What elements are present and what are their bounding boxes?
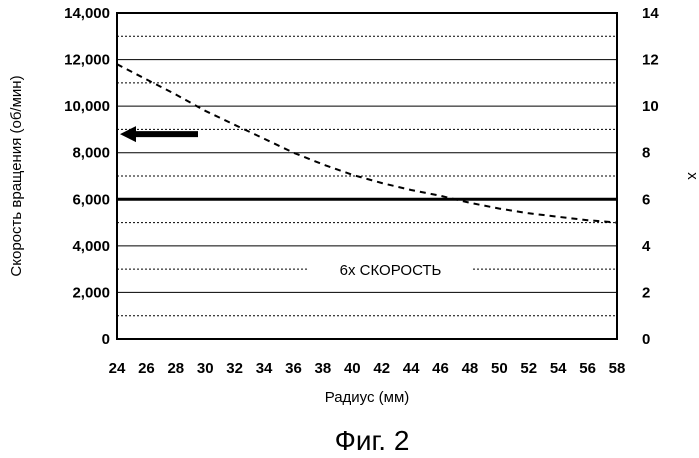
y2-tick-label: 2 xyxy=(642,284,650,301)
y2-tick-label: 12 xyxy=(642,52,659,69)
x-tick-label: 40 xyxy=(344,360,361,377)
y2-tick-label: 6 xyxy=(642,191,650,208)
x-tick-label: 42 xyxy=(373,360,390,377)
y-tick-label: 0 xyxy=(102,331,110,348)
solid-line-label: 6x СКОРОСТЬ xyxy=(340,262,442,279)
x-tick-label: 38 xyxy=(315,360,332,377)
y-tick-label: 12,000 xyxy=(64,52,110,69)
y-tick-label: 4,000 xyxy=(72,238,110,255)
x-tick-label: 58 xyxy=(609,360,626,377)
figure-caption: Фиг. 2 xyxy=(335,425,410,456)
y2-tick-label: 14 xyxy=(642,5,659,22)
x-tick-label: 26 xyxy=(138,360,155,377)
x-tick-label: 44 xyxy=(403,360,420,377)
x-tick-label: 46 xyxy=(432,360,449,377)
y-axis-label: Скорость вращения (об/мин) xyxy=(8,75,25,276)
y2-axis-label: x xyxy=(684,172,699,180)
y-tick-label: 2,000 xyxy=(72,284,110,301)
x-tick-label: 30 xyxy=(197,360,214,377)
left-axis-arrow xyxy=(120,126,198,142)
x-tick-label: 48 xyxy=(462,360,479,377)
y2-tick-label: 0 xyxy=(642,331,650,348)
y2-tick-label: 10 xyxy=(642,98,659,115)
x-tick-label: 56 xyxy=(579,360,596,377)
x-tick-label: 28 xyxy=(167,360,184,377)
y2-tick-label: 8 xyxy=(642,145,650,162)
x-tick-label: 54 xyxy=(550,360,567,377)
x-tick-label: 36 xyxy=(285,360,302,377)
y-tick-label: 10,000 xyxy=(64,98,110,115)
annotation-layer: 6x СКОРОСТЬ xyxy=(120,126,473,284)
series-layer xyxy=(117,64,617,222)
y-tick-label: 14,000 xyxy=(64,5,110,22)
y-tick-label: 8,000 xyxy=(72,145,110,162)
x-tick-label: 32 xyxy=(226,360,243,377)
x-tick-label: 24 xyxy=(109,360,126,377)
x-tick-label: 50 xyxy=(491,360,508,377)
x-tick-label: 52 xyxy=(520,360,537,377)
arrow-head xyxy=(120,126,136,142)
x-axis-label: Радиус (мм) xyxy=(325,389,410,406)
tick-labels: 24262830323436384042444648505254565802,0… xyxy=(64,5,659,377)
y-tick-label: 6,000 xyxy=(72,191,110,208)
y2-tick-label: 4 xyxy=(642,238,651,255)
x-tick-label: 34 xyxy=(256,360,273,377)
